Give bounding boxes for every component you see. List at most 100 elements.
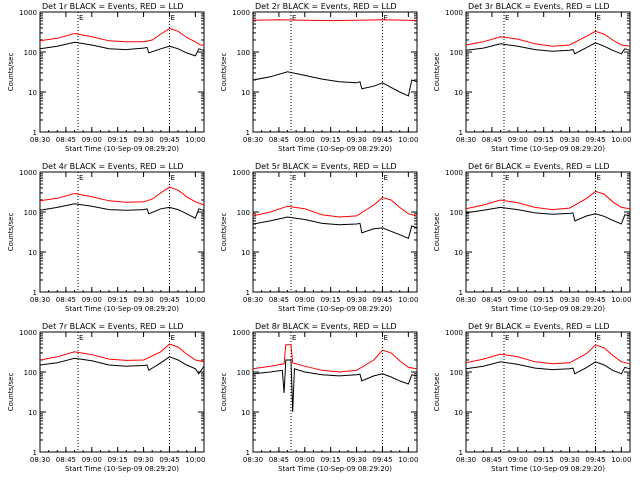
plot-frame xyxy=(252,11,418,133)
y-tick-label: 1000 xyxy=(232,329,250,337)
y-tick-label: 10 xyxy=(241,249,250,257)
x-tick-label: 08:30 xyxy=(30,456,50,464)
x-axis-title: Start Time (10-Sep-09 08:29:20) xyxy=(491,305,605,313)
x-tick-label: 09:45 xyxy=(372,136,392,144)
x-tick-label: 09:45 xyxy=(159,136,179,144)
event-marker-label: E xyxy=(383,334,387,342)
chart-panel: Det 2r BLACK = Events, RED = LLD 1 10 100 10… xyxy=(220,2,418,153)
y-axis-title: Counts/sec xyxy=(7,213,15,252)
y-tick-label: 10 xyxy=(28,249,37,257)
events-series-line xyxy=(465,361,631,375)
event-marker-label: E xyxy=(170,14,174,22)
x-tick-label: 08:30 xyxy=(30,136,50,144)
y-tick-label: 1 xyxy=(246,449,250,457)
y-tick-label: 10 xyxy=(454,409,463,417)
x-tick-label: 09:30 xyxy=(133,136,153,144)
event-marker-label: E xyxy=(170,174,174,182)
x-tick-label: 09:15 xyxy=(108,136,128,144)
chart-panel: Det 1r BLACK = Events, RED = LLD 1 10 100 10… xyxy=(7,2,205,153)
x-tick-label: 09:30 xyxy=(346,136,366,144)
lld-series-line xyxy=(465,344,631,365)
event-marker-label: E xyxy=(79,334,83,342)
x-tick-label: 09:15 xyxy=(108,456,128,464)
x-axis-title: Start Time (10-Sep-09 08:29:20) xyxy=(491,465,605,473)
x-tick-label: 09:00 xyxy=(295,456,315,464)
lld-series-line xyxy=(252,196,418,218)
y-tick-label: 1000 xyxy=(19,9,37,17)
plot-frame xyxy=(465,331,631,453)
x-tick-label: 08:45 xyxy=(269,456,289,464)
chart-title: Det 5r BLACK = Events, RED = LLD xyxy=(255,162,397,171)
x-tick-label: 09:00 xyxy=(295,296,315,304)
y-tick-label: 100 xyxy=(237,369,250,377)
y-axis-title: Counts/sec xyxy=(433,373,441,412)
plot-frame xyxy=(39,11,205,133)
x-tick-label: 09:30 xyxy=(559,136,579,144)
y-tick-label: 100 xyxy=(24,369,37,377)
chart-panel: Det 5r BLACK = Events, RED = LLD 1 10 100 10… xyxy=(220,162,418,313)
plot-frame xyxy=(39,331,205,453)
x-tick-label: 09:00 xyxy=(82,456,102,464)
x-tick-label: 08:45 xyxy=(269,136,289,144)
event-marker-label: E xyxy=(596,334,600,342)
x-tick-label: 08:45 xyxy=(269,296,289,304)
chart-title: Det 1r BLACK = Events, RED = LLD xyxy=(42,2,184,11)
plot-frame xyxy=(465,171,631,293)
event-marker-label: E xyxy=(383,174,387,182)
lld-series-line xyxy=(465,30,631,47)
chart-title: Det 8r BLACK = Events, RED = LLD xyxy=(255,322,397,331)
x-tick-label: 08:30 xyxy=(456,136,476,144)
x-tick-label: 08:30 xyxy=(243,456,263,464)
chart-title: Det 2r BLACK = Events, RED = LLD xyxy=(255,2,397,11)
x-tick-label: 09:15 xyxy=(321,136,341,144)
events-series-line xyxy=(39,41,205,57)
x-tick-label: 09:15 xyxy=(534,136,554,144)
y-axis-title: Counts/sec xyxy=(7,53,15,92)
x-axis-title: Start Time (10-Sep-09 08:29:20) xyxy=(278,145,392,153)
y-axis-title: Counts/sec xyxy=(7,373,15,412)
x-tick-label: 08:45 xyxy=(482,456,502,464)
x-tick-label: 08:45 xyxy=(56,456,76,464)
y-axis-title: Counts/sec xyxy=(220,373,228,412)
y-tick-label: 1 xyxy=(459,129,463,137)
x-tick-label: 10:00 xyxy=(398,296,418,304)
event-marker-label: E xyxy=(79,174,83,182)
y-tick-label: 100 xyxy=(24,49,37,57)
x-tick-label: 09:15 xyxy=(108,296,128,304)
event-marker-label: E xyxy=(292,334,296,342)
plot-frame xyxy=(252,331,418,453)
y-tick-label: 1000 xyxy=(445,9,463,17)
y-tick-label: 1 xyxy=(246,129,250,137)
x-tick-label: 09:45 xyxy=(372,296,392,304)
y-tick-label: 100 xyxy=(237,49,250,57)
x-tick-label: 10:00 xyxy=(611,296,631,304)
y-tick-label: 1000 xyxy=(445,329,463,337)
y-tick-label: 1000 xyxy=(232,169,250,177)
y-tick-label: 1 xyxy=(459,449,463,457)
lld-series-line xyxy=(252,19,418,22)
chart-panel: Det 3r BLACK = Events, RED = LLD 1 10 100 10… xyxy=(433,2,631,153)
y-tick-label: 1000 xyxy=(445,169,463,177)
y-tick-label: 10 xyxy=(28,89,37,97)
x-tick-label: 10:00 xyxy=(185,136,205,144)
chart-panel: Det 4r BLACK = Events, RED = LLD 1 10 100 10… xyxy=(7,162,205,313)
event-marker-label: E xyxy=(505,174,509,182)
lld-series-line xyxy=(39,27,204,46)
chart-title: Det 4r BLACK = Events, RED = LLD xyxy=(42,162,184,171)
chart-panel: Det 7r BLACK = Events, RED = LLD 1 10 100 10… xyxy=(7,322,205,473)
x-tick-label: 08:45 xyxy=(56,296,76,304)
x-tick-label: 10:00 xyxy=(611,136,631,144)
y-tick-label: 10 xyxy=(454,89,463,97)
x-tick-label: 09:00 xyxy=(82,296,102,304)
x-tick-label: 09:45 xyxy=(372,456,392,464)
x-tick-label: 08:30 xyxy=(456,296,476,304)
y-tick-label: 1000 xyxy=(19,169,37,177)
x-tick-label: 09:30 xyxy=(133,456,153,464)
x-tick-label: 09:00 xyxy=(295,136,315,144)
x-tick-label: 08:45 xyxy=(482,296,502,304)
y-tick-label: 1000 xyxy=(232,9,250,17)
plot-frame xyxy=(465,11,631,133)
plot-frame xyxy=(252,171,418,293)
x-tick-label: 09:45 xyxy=(585,456,605,464)
y-tick-label: 1000 xyxy=(19,329,37,337)
